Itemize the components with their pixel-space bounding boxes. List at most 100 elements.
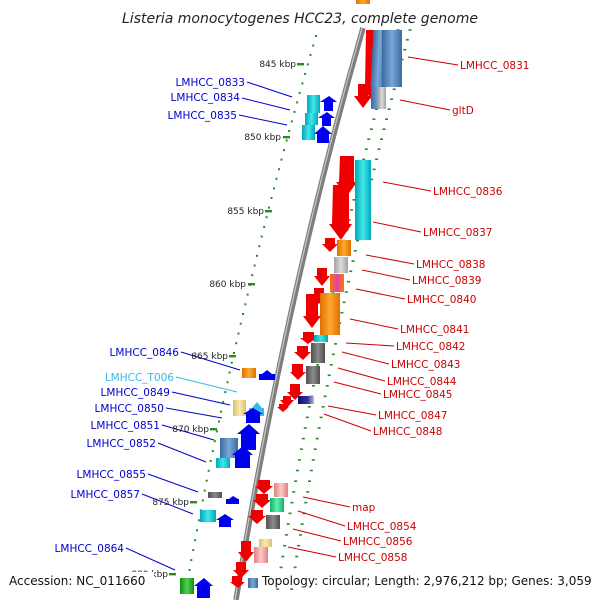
connector-right — [292, 528, 342, 542]
cog-block-0858-khaki — [259, 539, 272, 547]
strand-guide-dot — [313, 448, 317, 450]
cog-block-gltD-gray — [378, 87, 386, 109]
strand-guide-dot — [298, 534, 302, 536]
ruler-label: 870 kbp — [172, 425, 209, 435]
ruler-dot — [237, 332, 240, 335]
gene-label-right[interactable]: LMHCC_0837 — [423, 227, 492, 239]
gene-label-left[interactable]: LMHCC_0833 — [176, 77, 245, 89]
gene-label-left[interactable]: LMHCC_0846 — [110, 347, 180, 359]
gene-label-left[interactable]: LMHCC_0857 — [71, 489, 140, 501]
gene-label-right[interactable]: LMHCC_0836 — [433, 186, 503, 198]
gene-arrow-0847 — [280, 396, 294, 408]
connector-right — [345, 342, 395, 347]
ruler-dot — [205, 479, 208, 482]
gene-label-right[interactable]: gltD — [452, 105, 474, 117]
gene-label-right[interactable]: LMHCC_0845 — [383, 389, 452, 401]
ruler-dot — [263, 225, 266, 228]
gene-label-left[interactable]: LMHCC_0852 — [87, 438, 156, 450]
strand-guide-dot — [408, 29, 412, 31]
ruler-dot — [296, 101, 299, 104]
gene-label-left[interactable]: LMHCC_0850 — [95, 403, 164, 415]
gene-label-right[interactable]: LMHCC_0843 — [391, 359, 460, 371]
gene-label-right[interactable]: LMHCC_0839 — [412, 275, 481, 287]
strand-guide-dot — [347, 280, 350, 283]
connector-left — [246, 81, 293, 98]
gene-label-right[interactable]: LMHCC_0842 — [396, 341, 465, 353]
strand-guide-dot — [279, 566, 283, 569]
gene-arrow-0864 — [194, 578, 213, 598]
gene-label-right[interactable]: LMHCC_0854 — [347, 521, 417, 533]
ruler-tick — [283, 136, 290, 139]
gene-label-left[interactable]: LMHCC_0855 — [77, 469, 146, 481]
gene-label-right[interactable]: LMHCC_0841 — [400, 324, 469, 336]
cog-block-bottom-steel — [248, 578, 258, 588]
gene-label-right[interactable]: LMHCC_0840 — [407, 294, 476, 306]
strand-guide-dot — [286, 523, 290, 525]
gene-arrow-0854 — [248, 510, 266, 524]
ruler-dot — [197, 519, 200, 522]
gene-label-right[interactable]: LMHCC_0858 — [338, 552, 407, 564]
strand-guide-dot — [307, 406, 311, 408]
ruler-tick — [248, 283, 255, 286]
ruler-dot — [203, 489, 206, 492]
strand-guide-dot — [304, 501, 308, 504]
ruler-dot — [222, 400, 225, 403]
gene-label-left[interactable]: LMHCC_0834 — [171, 92, 241, 104]
strand-guide-dot — [305, 416, 309, 419]
gene-label-right[interactable]: map — [352, 502, 376, 514]
ruler-dot — [301, 82, 304, 85]
cog-block-0854 — [270, 498, 284, 512]
gene-arrow-map-b — [253, 494, 271, 508]
gene-label-left[interactable]: LMHCC_0864 — [55, 543, 125, 555]
ruler-dot — [233, 352, 235, 354]
ruler-dot — [268, 206, 270, 209]
cog-block-0855 — [208, 492, 222, 498]
gene-label-left[interactable]: LMHCC_0835 — [168, 110, 237, 122]
cog-block-0843 — [311, 343, 325, 363]
gene-label-right[interactable]: LMHCC_0848 — [373, 426, 442, 438]
strand-guide-dot — [350, 209, 353, 211]
cog-block-0833 — [307, 95, 320, 113]
gene-label-left[interactable]: LMHCC_0851 — [91, 420, 160, 432]
ruler-dot — [235, 342, 238, 345]
strand-guide-dot — [276, 588, 280, 590]
gene-arrow-0858-a — [238, 541, 254, 562]
strand-guide-dot — [352, 199, 356, 201]
cog-block-0842 — [314, 335, 328, 342]
ruler-label: 855 kbp — [227, 207, 264, 217]
strand-guide-dot — [290, 501, 294, 504]
connector-right — [399, 99, 451, 111]
cog-block-0856 — [266, 515, 280, 529]
strand-guide-dot — [329, 364, 333, 366]
gene-features — [180, 0, 402, 598]
strand-guide-dot — [316, 364, 320, 366]
ruler-tick — [297, 63, 304, 66]
cog-block-0836 — [355, 160, 371, 240]
gene-label-left[interactable]: LMHCC_0849 — [101, 387, 170, 399]
gene-label-right[interactable]: LMHCC_0838 — [416, 259, 485, 271]
connector-left — [161, 424, 215, 441]
gene-label-right[interactable]: LMHCC_0844 — [387, 376, 457, 388]
gene-label-right[interactable]: LMHCC_0831 — [460, 60, 529, 72]
gene-label-right[interactable]: LMHCC_0847 — [378, 410, 447, 422]
gene-arrow-0842 — [300, 332, 317, 344]
gene-label-right[interactable]: LMHCC_0856 — [343, 536, 413, 548]
cog-block-0846 — [242, 368, 256, 378]
gene-arrow-0848 — [277, 404, 289, 412]
gene-arrow-0846 — [259, 370, 275, 380]
strand-guide-dot — [311, 459, 315, 461]
ruler-dot — [207, 469, 210, 472]
connector-right — [287, 546, 337, 558]
ruler-tick — [190, 501, 197, 504]
gene-arrow-0841 — [303, 294, 321, 328]
ruler-dot — [285, 139, 288, 142]
cog-block-0831-b — [382, 30, 402, 87]
strand-guide-dot — [331, 353, 335, 356]
connector-right — [341, 351, 390, 365]
gene-label-trna[interactable]: LMHCC_T006 — [105, 372, 174, 384]
gene-arrow-0844 — [290, 364, 306, 380]
strand-guide-dot — [351, 260, 355, 262]
ruler-dot — [280, 158, 283, 161]
ruler-ticks — [169, 63, 304, 576]
ruler-dot — [209, 459, 212, 462]
